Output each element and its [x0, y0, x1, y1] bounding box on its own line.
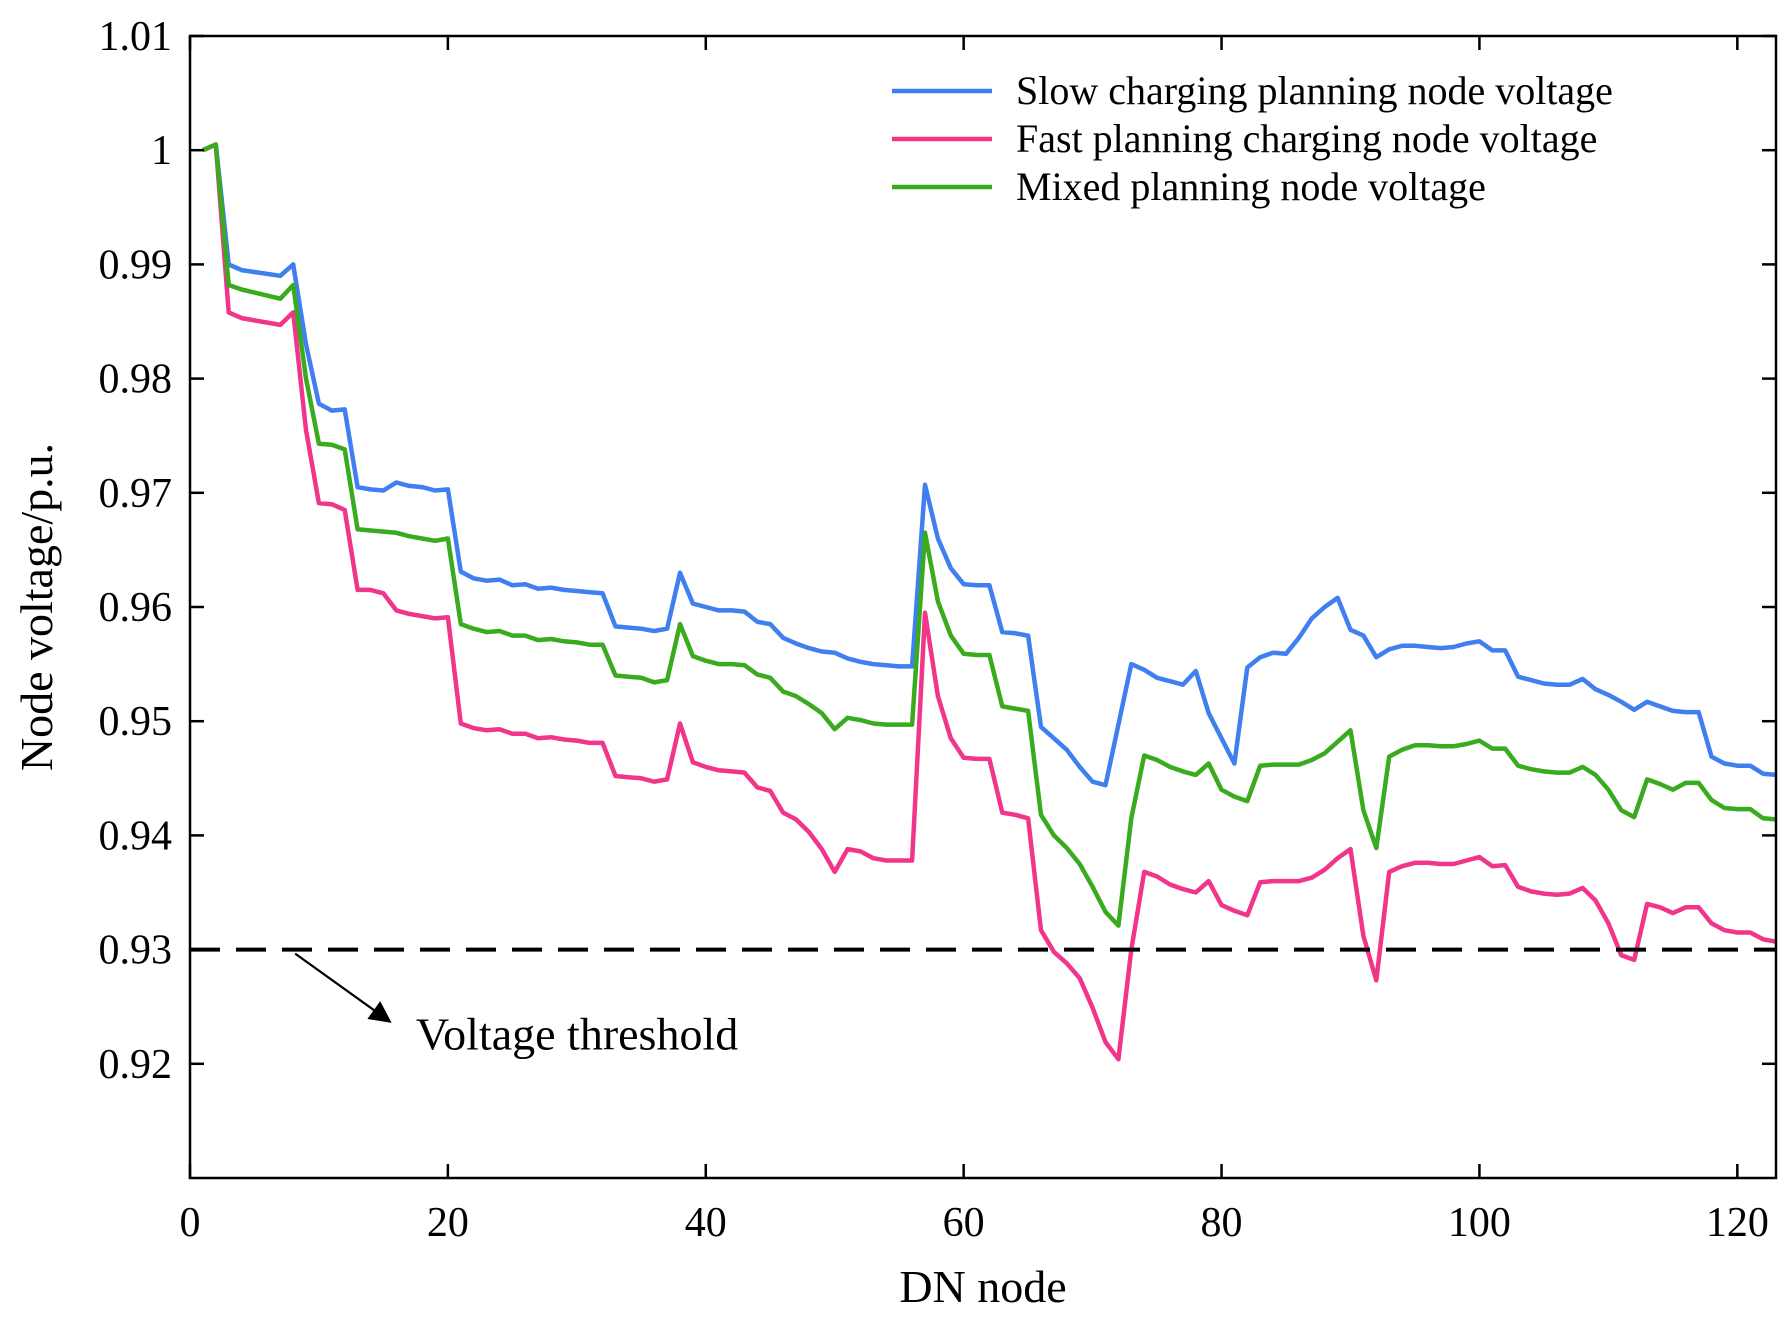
y-tick-label: 0.98 [99, 357, 173, 403]
y-tick-label: 1.01 [99, 14, 173, 60]
y-tick-label: 0.99 [99, 242, 173, 288]
legend: Slow charging planning node voltageFast … [892, 68, 1613, 209]
x-tick-label: 0 [180, 1200, 201, 1246]
y-tick-label: 0.95 [99, 699, 173, 745]
x-tick-label: 60 [943, 1200, 985, 1246]
y-tick-label: 1 [151, 128, 172, 174]
y-tick-label: 0.93 [99, 928, 173, 974]
x-axis-label: DN node [899, 1261, 1066, 1312]
y-tick-label: 0.97 [99, 471, 173, 517]
y-axis-label: Node voltage/p.u. [11, 443, 62, 771]
x-tick-label: 80 [1201, 1200, 1243, 1246]
y-tick-label: 0.92 [99, 1042, 173, 1088]
series-layer [201, 142, 1776, 1062]
series-line-3 [201, 142, 1776, 928]
series-line-2 [201, 142, 1776, 1062]
annotation-arrow [294, 952, 392, 1023]
threshold-annotation: Voltage threshold [294, 952, 738, 1060]
x-tick-label: 40 [685, 1200, 727, 1246]
plot-frame [188, 34, 1778, 1180]
x-tick-label: 120 [1706, 1200, 1769, 1246]
x-tick-label: 100 [1448, 1200, 1511, 1246]
x-tick-label: 20 [427, 1200, 469, 1246]
legend-label-1: Slow charging planning node voltage [1016, 68, 1613, 113]
ticks-layer: 0 20 40 60 80 100 120 0.92 0.93 0.94 0.95 0.96 0.97 0… [99, 14, 1776, 1246]
y-tick-label: 0.94 [99, 813, 173, 859]
y-tick-label: 0.96 [99, 585, 173, 631]
series-line-1 [201, 142, 1776, 788]
legend-label-2: Fast planning charging node voltage [1016, 116, 1597, 161]
annotation-text: Voltage threshold [416, 1009, 738, 1060]
legend-label-3: Mixed planning node voltage [1016, 164, 1486, 209]
